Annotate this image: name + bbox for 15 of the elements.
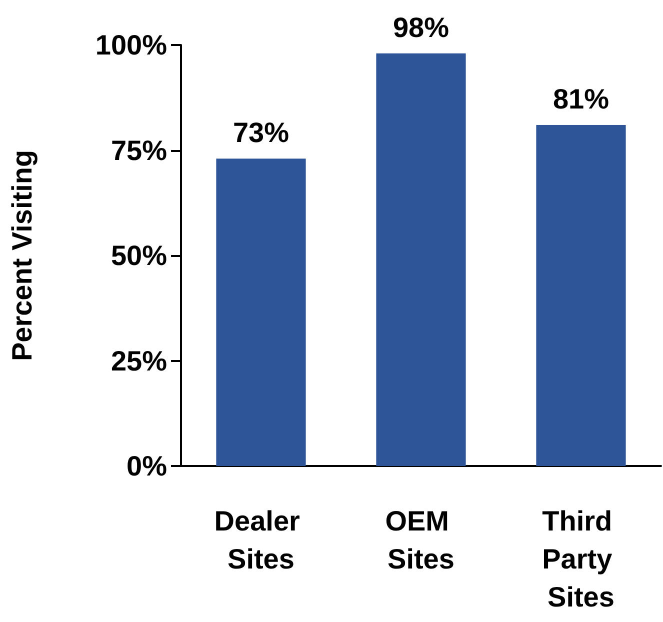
data-label: 98% [392,12,450,43]
data-label: 73% [232,117,290,148]
y-tick-label: 50% [110,240,168,271]
y-tick-label: 75% [110,134,168,166]
x-tick-label: Dealer Sites [214,506,308,574]
bar [536,124,626,466]
y-tick-label: 100% [95,30,168,60]
y-axis-title: Percent Visiting [6,150,38,362]
y-tick-label: 0% [126,450,168,482]
bar [376,53,466,466]
data-label: 81% [552,83,610,114]
bar [216,158,306,466]
x-tick-label: Third Party Sites [542,506,620,612]
y-tick-label: 25% [110,345,168,376]
x-tick-label: OEM Sites [385,506,457,574]
